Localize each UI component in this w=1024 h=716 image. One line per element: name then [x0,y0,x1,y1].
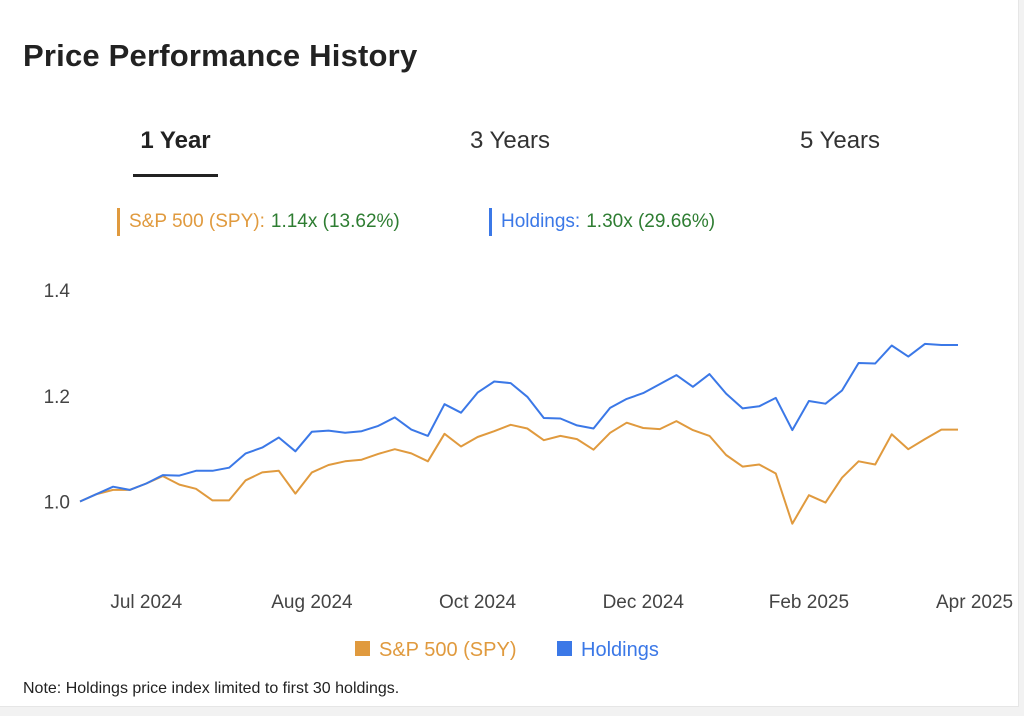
legend-label-holdings: Holdings [581,639,659,661]
x-tick-label: Feb 2025 [769,592,849,613]
legend-swatch-holdings [557,641,572,656]
holdings-summary-label: Holdings: [501,211,581,232]
x-tick-label: Aug 2024 [271,592,353,613]
legend-label-spy: S&P 500 (SPY) [379,639,516,661]
y-tick-label: 1.2 [44,387,70,408]
x-tick-label: Dec 2024 [603,592,685,613]
spy-summary-label: S&P 500 (SPY): [129,211,265,232]
x-tick-label: Apr 2025 [936,592,1013,613]
x-tick-label: Jul 2024 [110,592,182,613]
x-tick-label: Oct 2024 [439,592,517,613]
active-tab-indicator [133,174,218,177]
legend-swatch-spy [355,641,370,656]
y-tick-label: 1.0 [44,493,70,514]
holdings-summary-value: 1.30x (29.66%) [586,211,716,232]
y-tick-label: 1.4 [44,281,71,302]
holdings-summary: Holdings: 1.30x (29.66%) [489,208,715,236]
spy-series-line [79,420,958,525]
tab-5-years[interactable]: 5 Years [799,127,881,154]
tab-1-year[interactable]: 1 Year [140,127,211,154]
footnote: Note: Holdings price index limited to fi… [23,680,400,697]
spy-summary: S&P 500 (SPY): 1.14x (13.62%) [117,208,400,236]
spy-summary-value: 1.14x (13.62%) [270,211,400,232]
page-title: Price Performance History [23,38,418,73]
tab-3-years[interactable]: 3 Years [469,127,551,154]
holdings-series-line [79,342,958,503]
